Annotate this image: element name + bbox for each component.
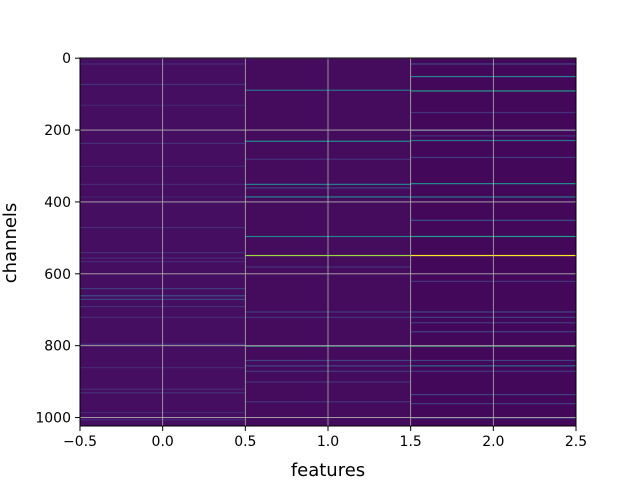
x-axis-ticks: −0.5 0.0 0.5 1.0 1.5 2.0 2.5 (63, 426, 587, 450)
x-tick-label: 0.5 (234, 434, 256, 450)
y-tick-label: 600 (44, 267, 71, 283)
y-tick-label: 200 (44, 123, 71, 139)
y-tick-label: 800 (44, 339, 71, 355)
x-tick-label: 2.0 (482, 434, 504, 450)
x-tick-label: −0.5 (63, 434, 97, 450)
x-tick-label: 1.0 (317, 434, 339, 450)
y-axis-label: channels (0, 203, 21, 284)
y-axis-ticks: 0 200 400 600 800 1000 (35, 51, 80, 427)
y-tick-label: 400 (44, 195, 71, 211)
x-tick-label: 1.5 (400, 434, 422, 450)
x-axis-label: features (291, 460, 365, 480)
x-tick-label: 0.0 (152, 434, 174, 450)
y-tick-label: 1000 (35, 411, 71, 427)
y-tick-label: 0 (62, 51, 71, 67)
x-tick-label: 2.5 (565, 434, 587, 450)
